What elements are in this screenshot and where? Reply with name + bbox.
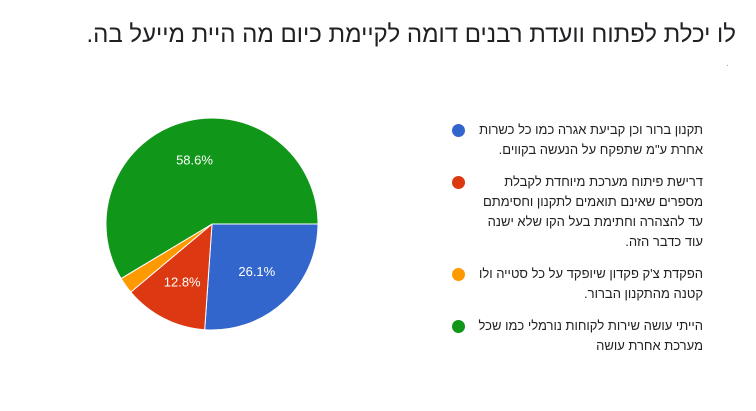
chart-title: לו יכלת לפתוח וועדת רבנים דומה לקיימת כי… — [86, 21, 736, 48]
pie-slice-label: 26.1% — [238, 264, 275, 279]
pie-slices — [105, 117, 319, 331]
pie-slice — [105, 117, 319, 280]
legend-swatch — [452, 268, 465, 281]
legend-swatch — [452, 124, 465, 137]
legend-label: הייתי עושה שירות לקוחות נורמלי כמו שכל מ… — [478, 318, 703, 353]
legend-label: הפקדת צ'ק פקדון שיופקד על כל סטייה ולו ק… — [478, 266, 703, 301]
pie-slice-label: 58.6% — [176, 153, 213, 168]
chart-legend: תקנון ברור וכן קביעת אגרה כמו כל כשרות א… — [430, 120, 730, 368]
pie-slice — [130, 222, 213, 331]
title-mark: . — [726, 58, 729, 69]
pie-slice — [204, 223, 319, 331]
pie-slice-labels: 26.1% 12.8% 58.6% — [164, 153, 276, 290]
legend-label: דרישת פיתוח מערכת מיוחדת לקבלת מספרים שא… — [482, 174, 703, 249]
legend-item: הפקדת צ'ק פקדון שיופקד על כל סטייה ולו ק… — [430, 264, 730, 304]
legend-item: תקנון ברור וכן קביעת אגרה כמו כל כשרות א… — [430, 120, 730, 160]
pie-slice-label: 12.8% — [164, 275, 201, 290]
legend-label: תקנון ברור וכן קביעת אגרה כמו כל כשרות א… — [479, 122, 703, 157]
legend-item: הייתי עושה שירות לקוחות נורמלי כמו שכל מ… — [430, 316, 730, 356]
legend-swatch — [452, 320, 465, 333]
legend-swatch — [452, 176, 465, 189]
legend-item: דרישת פיתוח מערכת מיוחדת לקבלת מספרים שא… — [430, 172, 730, 252]
